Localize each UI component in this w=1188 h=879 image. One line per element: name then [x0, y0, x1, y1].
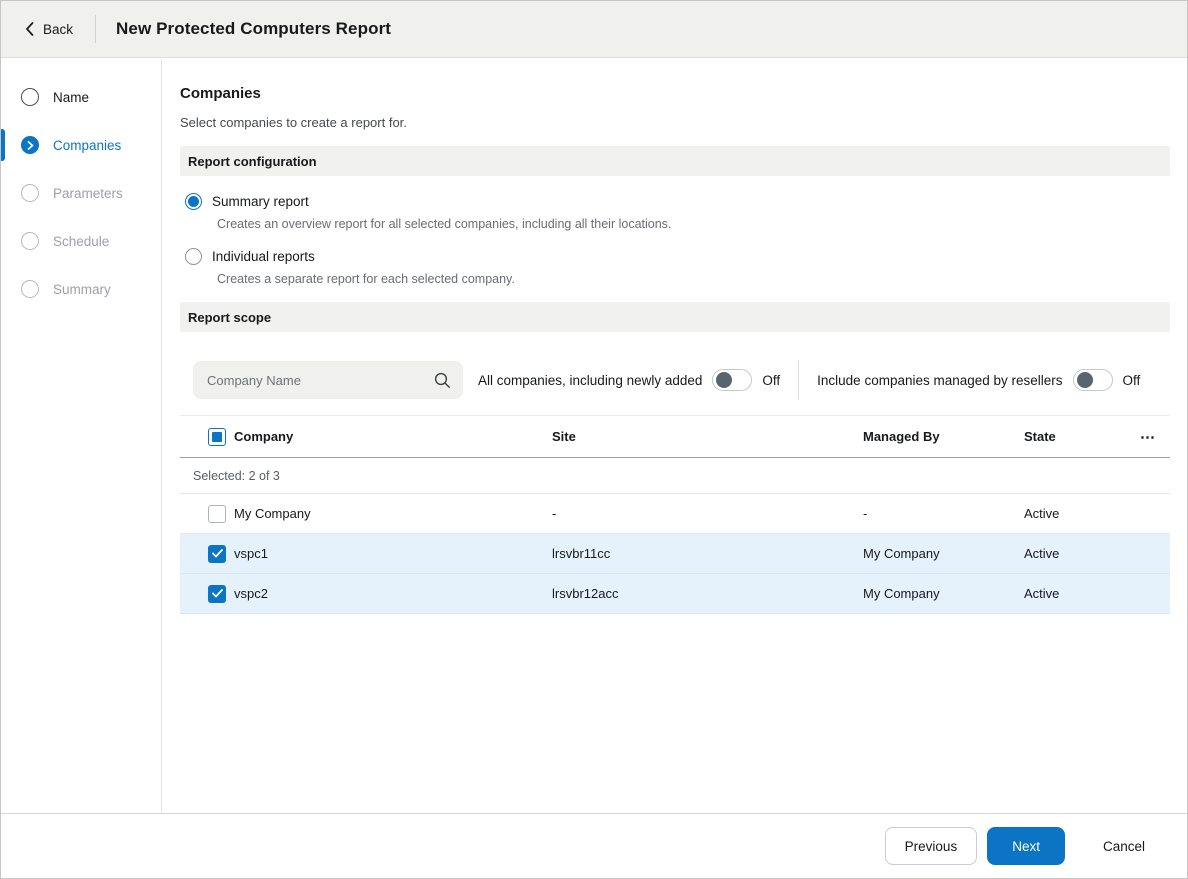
table-row[interactable]: My Company - - Active [180, 494, 1170, 534]
cell-site: lrsvbr12acc [552, 586, 619, 601]
cell-state: Active [1024, 586, 1060, 601]
radio-description: Creates an overview report for all selec… [217, 217, 672, 231]
toggle-group-all-companies: All companies, including newly added Off [478, 369, 780, 391]
back-chevron-icon [25, 22, 34, 36]
step-label: Schedule [53, 233, 110, 249]
radio-button-icon [185, 193, 202, 210]
cell-managed-by: My Company [863, 546, 940, 561]
table-row[interactable]: vspc1 lrsvbr11cc My Company Active [180, 534, 1170, 574]
cell-company: My Company [234, 506, 311, 521]
step-label: Summary [53, 281, 111, 297]
step-companies[interactable]: Companies [1, 121, 161, 169]
toggle-label: All companies, including newly added [478, 372, 703, 388]
select-all-checkbox[interactable] [208, 427, 226, 446]
selected-summary: Selected: 2 of 3 [180, 458, 1170, 494]
step-label: Name [53, 89, 90, 105]
toggle-knob [716, 372, 733, 388]
wizard-steps-sidebar: Name Companies Parameters Schedule Summa… [1, 59, 162, 813]
content-heading: Companies [180, 85, 261, 102]
previous-button[interactable]: Previous [884, 827, 978, 865]
active-step-indicator [1, 129, 5, 161]
radio-individual-reports[interactable]: Individual reports [185, 248, 1170, 265]
companies-table: Company Site Managed By State ⋯ Selected… [180, 415, 1170, 614]
content-subheading: Select companies to create a report for. [180, 115, 407, 130]
step-summary[interactable]: Summary [1, 265, 161, 313]
all-companies-toggle[interactable] [712, 369, 753, 391]
step-circle-icon [21, 184, 39, 202]
step-label: Companies [53, 137, 122, 153]
cell-company: vspc2 [234, 586, 268, 601]
radio-button-icon [185, 248, 202, 265]
column-options-icon[interactable]: ⋯ [1140, 428, 1156, 446]
company-search-input[interactable] [207, 372, 434, 388]
toggle-knob [1076, 372, 1093, 388]
table-row[interactable]: vspc2 lrsvbr12acc My Company Active [180, 574, 1170, 614]
row-checkbox[interactable] [208, 584, 226, 603]
controls-divider [798, 360, 800, 400]
toggle-label: Include companies managed by resellers [817, 372, 1063, 388]
step-circle-icon [21, 232, 39, 250]
step-schedule[interactable]: Schedule [1, 217, 161, 265]
back-button[interactable]: Back [25, 22, 73, 37]
cell-site: - [552, 506, 557, 521]
toggle-group-resellers: Include companies managed by resellers O… [817, 369, 1140, 391]
header-divider [95, 15, 97, 43]
radio-summary-report[interactable]: Summary report [185, 193, 1170, 210]
next-button[interactable]: Next [987, 827, 1065, 865]
step-circle-icon [21, 88, 39, 106]
search-icon[interactable] [434, 372, 451, 389]
row-checkbox[interactable] [208, 504, 226, 523]
cell-state: Active [1024, 546, 1060, 561]
company-search-box [193, 361, 463, 399]
column-header-state[interactable]: State [1024, 429, 1056, 444]
radio-label: Summary report [212, 194, 309, 209]
step-name[interactable]: Name [1, 73, 161, 121]
row-checkbox[interactable] [208, 544, 226, 563]
wizard-footer: Previous Next Cancel [1, 813, 1187, 878]
column-header-managed-by[interactable]: Managed By [863, 429, 940, 444]
section-report-configuration: Report configuration [180, 146, 1170, 176]
column-header-company[interactable]: Company [234, 429, 294, 444]
step-parameters[interactable]: Parameters [1, 169, 161, 217]
column-header-site[interactable]: Site [552, 429, 576, 444]
cell-managed-by: - [863, 506, 868, 521]
toggle-state-label: Off [1122, 372, 1141, 388]
section-report-scope: Report scope [180, 302, 1170, 332]
step-circle-icon [21, 136, 39, 154]
step-circle-icon [21, 280, 39, 298]
resellers-toggle[interactable] [1072, 369, 1113, 391]
wizard-header: Back New Protected Computers Report [1, 1, 1187, 58]
step-label: Parameters [53, 185, 123, 201]
wizard-content: Companies Select companies to create a r… [163, 59, 1187, 813]
page-title: New Protected Computers Report [116, 19, 392, 38]
cell-managed-by: My Company [863, 586, 940, 601]
cell-company: vspc1 [234, 546, 268, 561]
radio-label: Individual reports [212, 249, 315, 264]
scope-controls-row: All companies, including newly added Off… [193, 360, 1170, 400]
radio-description: Creates a separate report for each selec… [217, 272, 515, 286]
cell-site: lrsvbr11cc [552, 546, 611, 561]
toggle-state-label: Off [762, 372, 781, 388]
cell-state: Active [1024, 506, 1060, 521]
back-label: Back [43, 21, 74, 37]
cancel-button[interactable]: Cancel [1095, 827, 1153, 865]
table-header-row: Company Site Managed By State ⋯ [180, 416, 1170, 458]
